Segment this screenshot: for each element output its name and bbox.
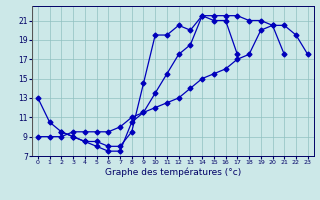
X-axis label: Graphe des températures (°c): Graphe des températures (°c) (105, 168, 241, 177)
